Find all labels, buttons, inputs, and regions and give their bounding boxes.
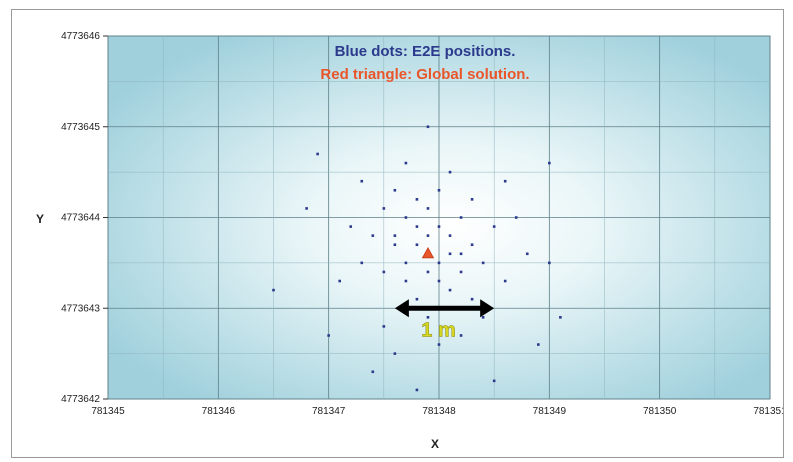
e2e-position-point bbox=[404, 161, 408, 165]
e2e-position-point bbox=[448, 252, 452, 256]
e2e-position-point bbox=[327, 334, 330, 337]
e2e-position-point bbox=[437, 188, 441, 192]
e2e-position-point bbox=[537, 343, 540, 346]
e2e-position-point bbox=[426, 234, 430, 237]
e2e-position-point bbox=[371, 370, 375, 374]
e2e-position-point bbox=[559, 316, 562, 319]
e2e-position-point bbox=[316, 152, 319, 156]
e2e-position-point bbox=[360, 261, 364, 265]
y-axis-title: Y bbox=[36, 212, 44, 226]
chart-frame: 781345 781346 781347 781348 781349 781350 7813… bbox=[11, 9, 784, 458]
scale-arrow-head-right bbox=[480, 299, 495, 318]
e2e-position-point bbox=[492, 379, 496, 383]
e2e-position-point bbox=[393, 188, 397, 192]
e2e-position-point bbox=[459, 270, 463, 274]
e2e-position-point bbox=[382, 325, 386, 328]
e2e-position-point bbox=[349, 225, 353, 228]
e2e-position-point bbox=[415, 388, 419, 392]
e2e-position-point bbox=[360, 179, 364, 183]
e2e-position-point bbox=[548, 161, 551, 165]
e2e-position-point bbox=[503, 179, 507, 183]
e2e-position-point bbox=[470, 243, 474, 247]
e2e-position-point bbox=[382, 270, 386, 274]
e2e-position-point bbox=[548, 261, 551, 265]
e2e-position-point bbox=[415, 225, 419, 228]
scatter-chart: 781345 781346 781347 781348 781349 781350 7813… bbox=[36, 31, 783, 451]
e2e-position-point bbox=[272, 288, 275, 292]
e2e-position-point bbox=[437, 261, 441, 265]
e2e-position-point bbox=[503, 279, 507, 283]
annotation-blue-dots: Blue dots: E2E positions. bbox=[335, 43, 516, 60]
x-tick-label: 781346 bbox=[202, 406, 236, 417]
e2e-position-point bbox=[437, 279, 441, 283]
annotation-red-triangle: Red triangle: Global solution. bbox=[320, 66, 529, 83]
e2e-position-point bbox=[481, 261, 485, 265]
y-tick-label: 4773645 bbox=[61, 122, 100, 133]
annotations: Blue dots: E2E positions. Red triangle: … bbox=[320, 43, 529, 83]
e2e-position-point bbox=[404, 261, 408, 265]
e2e-position-point bbox=[459, 216, 463, 219]
scale-label: 1 m bbox=[421, 319, 455, 341]
e2e-position-point bbox=[459, 334, 463, 337]
e2e-position-point bbox=[437, 343, 441, 346]
x-tick-label: 781347 bbox=[312, 406, 346, 417]
e2e-position-point bbox=[393, 243, 397, 247]
data-points bbox=[272, 125, 562, 392]
e2e-position-point bbox=[393, 352, 397, 355]
x-tick-label: 781345 bbox=[91, 406, 125, 417]
e2e-position-point bbox=[426, 316, 430, 319]
x-tick-label: 781350 bbox=[643, 406, 677, 417]
x-axis-title: X bbox=[431, 437, 439, 451]
e2e-position-point bbox=[448, 288, 452, 292]
e2e-position-point bbox=[415, 198, 419, 201]
e2e-position-point bbox=[415, 243, 419, 247]
e2e-position-point bbox=[448, 234, 452, 237]
e2e-position-point bbox=[492, 225, 496, 228]
y-tick-label: 4773642 bbox=[61, 394, 100, 405]
e2e-position-point bbox=[514, 216, 518, 219]
y-tick-label: 4773644 bbox=[61, 213, 100, 224]
e2e-position-point bbox=[470, 297, 474, 301]
e2e-position-point bbox=[437, 225, 441, 228]
e2e-position-point bbox=[525, 252, 529, 256]
x-tick-label: 781351 bbox=[753, 406, 783, 417]
x-tick-label: 781348 bbox=[422, 406, 456, 417]
e2e-position-point bbox=[459, 252, 463, 256]
x-tick-label: 781349 bbox=[533, 406, 567, 417]
scale-bar: 1 m bbox=[394, 299, 495, 342]
e2e-position-point bbox=[371, 234, 375, 237]
e2e-position-point bbox=[338, 279, 341, 283]
scale-arrow-head-left bbox=[394, 299, 409, 318]
e2e-position-point bbox=[305, 207, 308, 210]
e2e-position-point bbox=[426, 207, 430, 210]
e2e-position-point bbox=[382, 207, 386, 210]
e2e-position-point bbox=[415, 297, 419, 301]
e2e-position-point bbox=[470, 198, 474, 201]
y-tick-label: 4773643 bbox=[61, 303, 100, 314]
e2e-position-point bbox=[426, 270, 430, 274]
global-solution-triangle bbox=[421, 246, 435, 259]
e2e-position-point bbox=[393, 234, 397, 237]
y-tick-label: 4773646 bbox=[61, 31, 100, 42]
e2e-position-point bbox=[481, 316, 485, 319]
e2e-position-point bbox=[448, 170, 452, 174]
axes: 781345 781346 781347 781348 781349 781350 7813… bbox=[61, 31, 783, 417]
e2e-position-point bbox=[404, 279, 408, 283]
e2e-position-point bbox=[426, 125, 430, 129]
e2e-position-point bbox=[404, 216, 408, 219]
